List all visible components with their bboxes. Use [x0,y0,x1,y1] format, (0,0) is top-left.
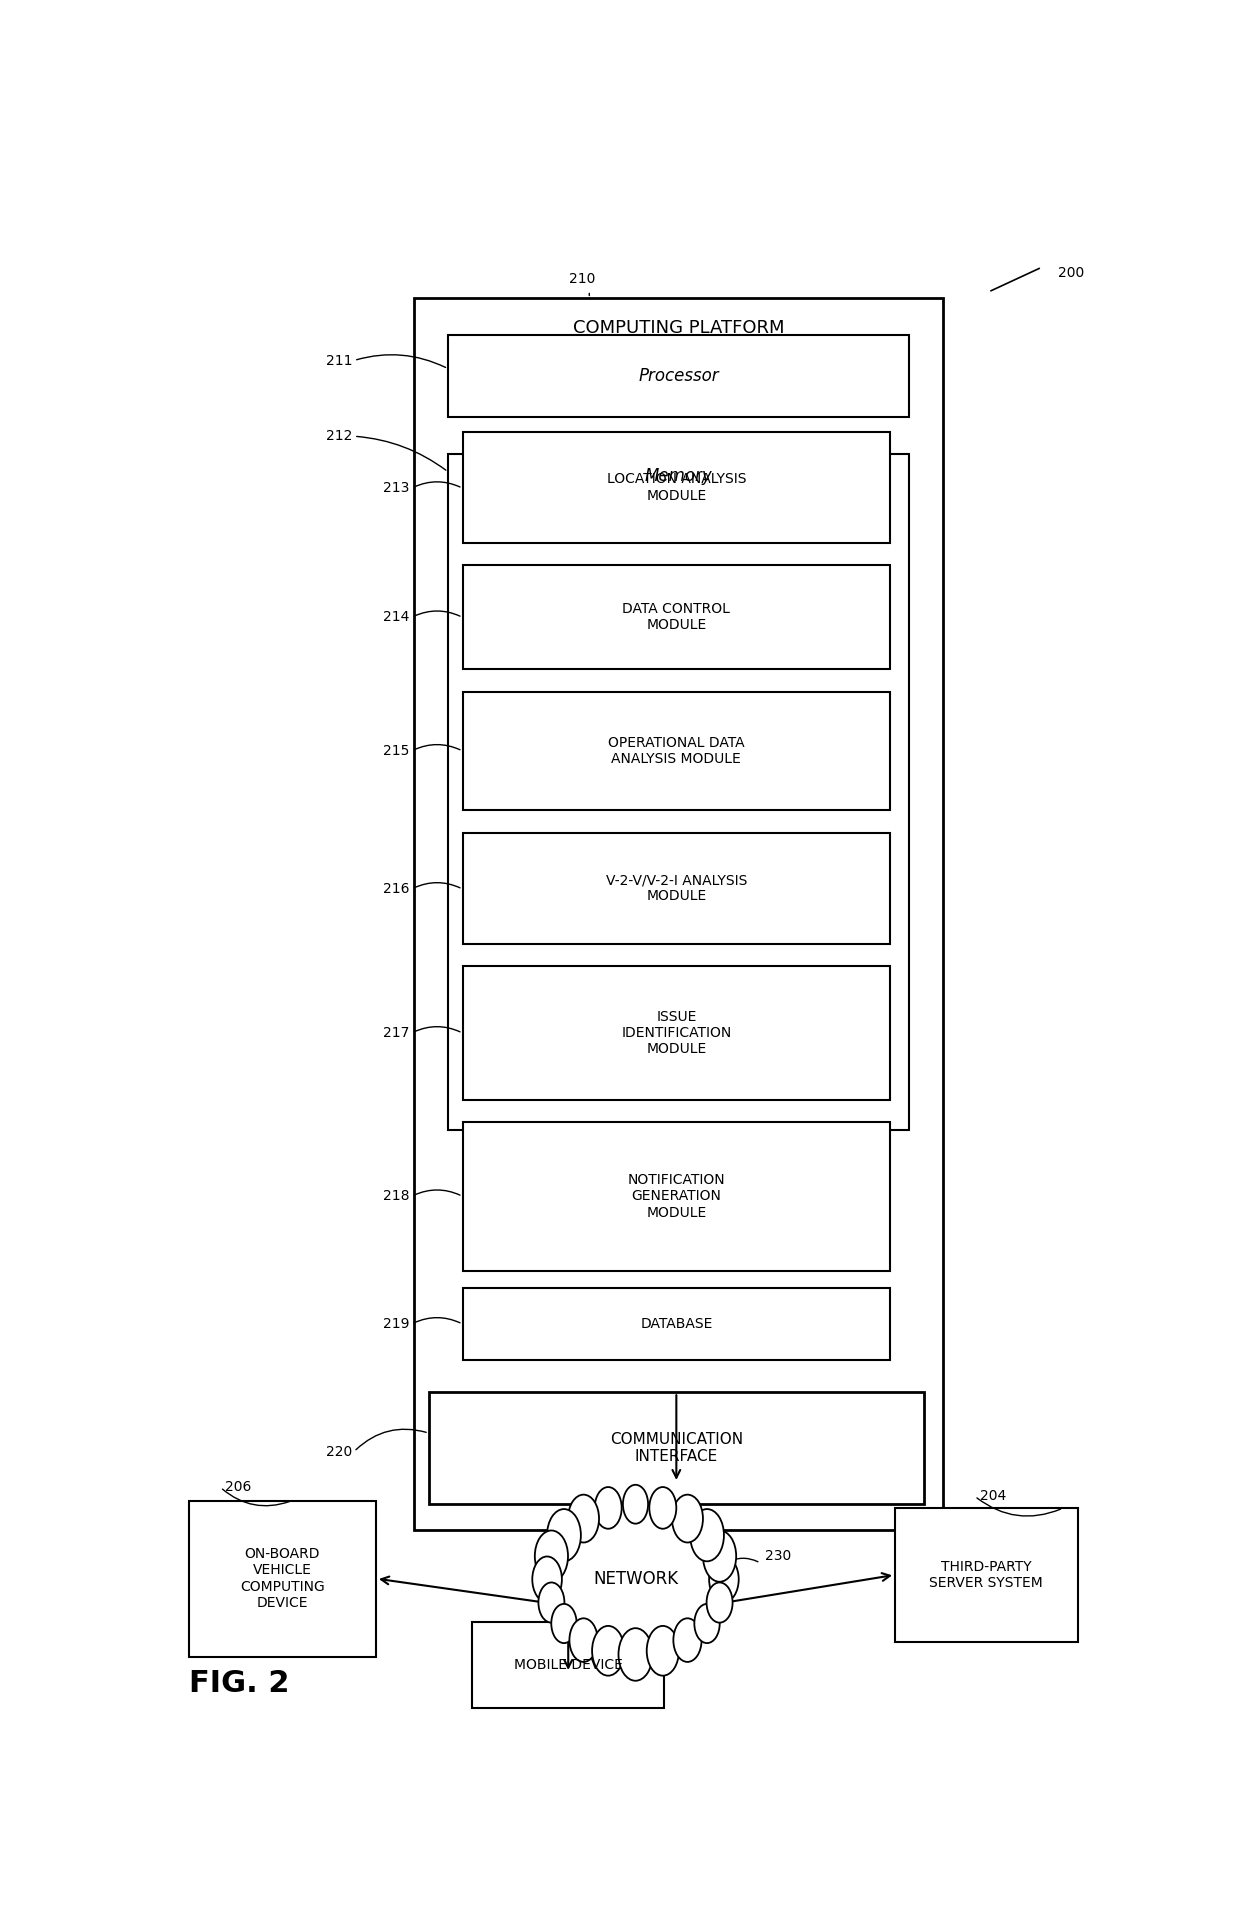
Text: 220: 220 [326,1444,352,1459]
Text: THIRD-PARTY
SERVER SYSTEM: THIRD-PARTY SERVER SYSTEM [930,1560,1043,1591]
Circle shape [709,1556,739,1602]
Text: 211: 211 [326,353,352,368]
Circle shape [547,1510,580,1562]
Circle shape [591,1625,624,1675]
FancyBboxPatch shape [463,1288,890,1359]
Text: NETWORK: NETWORK [593,1569,678,1589]
Circle shape [703,1531,737,1581]
Circle shape [694,1604,719,1643]
FancyBboxPatch shape [463,1122,890,1271]
Text: ISSUE
IDENTIFICATION
MODULE: ISSUE IDENTIFICATION MODULE [621,1010,732,1057]
Circle shape [532,1556,562,1602]
Circle shape [534,1531,568,1581]
FancyBboxPatch shape [448,453,909,1130]
Text: OPERATIONAL DATA
ANALYSIS MODULE: OPERATIONAL DATA ANALYSIS MODULE [608,736,745,765]
Text: 230: 230 [765,1548,791,1562]
Text: DATABASE: DATABASE [640,1317,713,1330]
Text: 213: 213 [383,482,409,495]
Circle shape [673,1618,702,1662]
FancyBboxPatch shape [448,335,909,416]
FancyBboxPatch shape [472,1621,665,1708]
Circle shape [569,1618,598,1662]
Circle shape [647,1625,680,1675]
Text: COMPUTING PLATFORM: COMPUTING PLATFORM [573,318,785,337]
Text: 200: 200 [1059,266,1085,280]
Text: DATA CONTROL
MODULE: DATA CONTROL MODULE [622,602,730,632]
Text: 215: 215 [383,744,409,758]
Text: LOCATION ANALYSIS
MODULE: LOCATION ANALYSIS MODULE [606,472,746,503]
Circle shape [568,1494,599,1542]
Text: 206: 206 [226,1481,252,1494]
Text: NOTIFICATION
GENERATION
MODULE: NOTIFICATION GENERATION MODULE [627,1172,725,1220]
FancyBboxPatch shape [414,299,944,1531]
FancyBboxPatch shape [188,1500,376,1656]
FancyBboxPatch shape [463,565,890,669]
Text: FIG. 2: FIG. 2 [188,1670,289,1699]
FancyBboxPatch shape [429,1392,924,1504]
FancyBboxPatch shape [463,966,890,1099]
Text: 202: 202 [605,1602,631,1616]
Text: 217: 217 [383,1026,409,1039]
FancyBboxPatch shape [463,432,890,544]
Text: V-2-V/V-2-I ANALYSIS
MODULE: V-2-V/V-2-I ANALYSIS MODULE [605,873,746,904]
Text: 216: 216 [383,881,409,897]
FancyBboxPatch shape [895,1508,1078,1643]
Circle shape [538,1583,564,1623]
Text: COMMUNICATION
INTERFACE: COMMUNICATION INTERFACE [610,1433,743,1463]
Text: MOBILE DEVICE: MOBILE DEVICE [513,1658,622,1672]
Circle shape [622,1485,649,1523]
Circle shape [552,1604,577,1643]
Text: 212: 212 [326,430,352,443]
Text: 219: 219 [383,1317,409,1330]
Text: 204: 204 [980,1488,1006,1504]
Circle shape [707,1583,733,1623]
Text: 218: 218 [383,1190,409,1203]
Text: 210: 210 [569,272,596,285]
Circle shape [650,1486,676,1529]
Circle shape [691,1510,724,1562]
Circle shape [619,1627,652,1681]
Circle shape [595,1486,621,1529]
Circle shape [672,1494,703,1542]
Text: Processor: Processor [639,366,719,386]
FancyBboxPatch shape [463,692,890,810]
Ellipse shape [539,1498,732,1662]
FancyBboxPatch shape [463,833,890,945]
Text: Memory: Memory [645,467,713,486]
Text: ON-BOARD
VEHICLE
COMPUTING
DEVICE: ON-BOARD VEHICLE COMPUTING DEVICE [241,1548,325,1610]
Text: 214: 214 [383,611,409,625]
